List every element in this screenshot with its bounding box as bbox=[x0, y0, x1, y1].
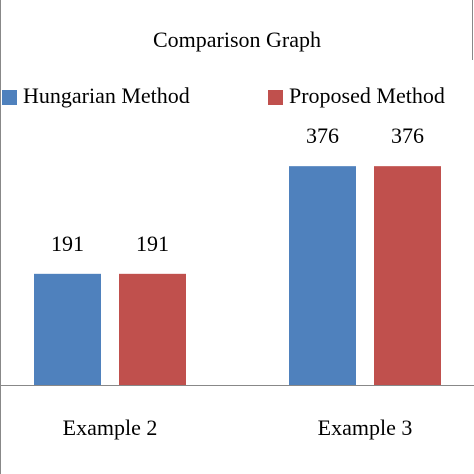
data-label: 376 bbox=[391, 123, 424, 148]
data-label: 191 bbox=[136, 231, 169, 256]
bar bbox=[34, 273, 101, 385]
legend-label: Proposed Method bbox=[289, 83, 445, 108]
legend-swatch bbox=[268, 90, 283, 105]
bar bbox=[374, 166, 441, 385]
x-tick-label: Example 3 bbox=[318, 415, 413, 440]
legend-label: Hungarian Method bbox=[23, 83, 190, 108]
data-label: 191 bbox=[51, 231, 84, 256]
bar bbox=[119, 273, 186, 385]
chart-title: Comparison Graph bbox=[153, 27, 321, 52]
bar bbox=[289, 166, 356, 385]
legend-swatch bbox=[2, 90, 17, 105]
data-label: 376 bbox=[306, 123, 339, 148]
x-tick-label: Example 2 bbox=[63, 415, 158, 440]
